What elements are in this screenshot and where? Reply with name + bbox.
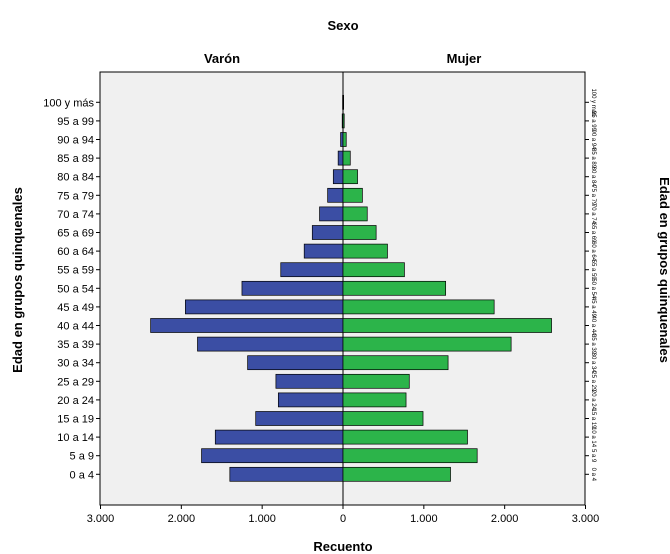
bar-varon [201,448,344,464]
y-tick-label-left: 80 a 84 [57,172,94,184]
bar-varon [241,280,344,296]
bar-mujer [342,299,495,315]
x-tick-label: 2.000 [491,513,519,525]
y-axis-title-right: Edad en grupos quinquenales [657,177,670,363]
y-tick-label-right: 75 a 79 [590,185,596,206]
bar-varon [303,243,344,259]
x-tick-label: 1.000 [248,513,276,525]
bar-varon [280,262,344,278]
bar-varon [275,373,344,389]
y-tick-label-left: 0 a 4 [70,469,94,481]
y-tick-label-right: 100 y más [590,88,596,116]
y-tick-label-right: 15 a 19 [590,408,596,429]
bar-mujer [342,429,468,445]
y-tick-label-left: 90 a 94 [57,135,94,147]
x-tick-label: 1.000 [410,513,438,525]
y-tick-label-right: 90 a 94 [590,129,596,150]
bar-varon [277,392,344,408]
y-tick-label-right: 80 a 84 [590,167,596,188]
y-tick-label-right: 50 a 54 [590,278,596,299]
y-tick-label-left: 45 a 49 [57,302,94,314]
bar-mujer [342,132,347,147]
bar-varon [197,336,344,352]
bar-mujer [342,243,388,259]
series-label-varon: Varón [204,51,240,66]
y-tick-label-right: 25 a 29 [590,371,596,392]
y-tick-label-right: 10 a 14 [590,427,596,448]
y-tick-label-left: 75 a 79 [57,190,94,202]
y-tick-label-left: 25 a 29 [57,376,94,388]
y-tick-label-right: 45 a 49 [590,297,596,318]
bar-mujer [342,392,407,408]
x-axis-title: Recuento [313,539,372,554]
y-tick-label-left: 70 a 74 [57,209,94,221]
bar-varon [247,355,344,371]
bar-varon [311,225,344,240]
y-tick-label-left: 20 a 24 [57,395,94,407]
chart-panel-title: Sexo [327,18,358,33]
bar-mujer [342,280,447,296]
y-tick-label-right: 95 a 99 [590,111,596,132]
x-tick-label: 2.000 [168,513,196,525]
y-tick-label-right: 60 a 64 [590,241,596,262]
bar-varon [337,150,344,166]
bar-mujer [342,448,478,464]
bar-mujer [342,336,512,352]
y-tick-label-right: 70 a 74 [590,204,596,225]
bar-mujer [342,373,410,389]
bar-mujer [342,187,363,203]
y-tick-label-left: 15 a 19 [57,414,94,426]
y-tick-label-left: 65 a 69 [57,228,94,240]
bar-mujer [342,150,351,166]
y-tick-label-left: 5 a 9 [70,451,94,463]
bar-varon [340,132,344,147]
bar-varon [319,206,344,222]
y-tick-label-right: 40 a 44 [590,315,596,336]
bar-mujer [342,169,358,185]
y-tick-label-right: 5 a 9 [590,449,596,463]
bar-mujer [342,206,368,222]
y-tick-label-left: 100 y más [43,97,94,109]
bar-mujer [342,411,424,426]
x-tick-label: 3.000 [87,513,115,525]
y-tick-label-right: 55 a 59 [590,260,596,281]
bar-mujer [342,262,405,278]
bar-mujer [342,225,377,240]
y-tick-label-left: 55 a 59 [57,265,94,277]
y-tick-label-left: 40 a 44 [57,321,94,333]
bar-varon [214,429,344,445]
x-tick-label: 0 [340,513,346,525]
bar-mujer [342,466,451,482]
y-tick-label-left: 60 a 64 [57,246,94,258]
bar-mujer [342,355,449,371]
bar-varon [229,466,344,482]
y-axis-title-left: Edad en grupos quinquenales [10,187,25,373]
x-tick-label: 3.000 [572,513,600,525]
y-tick-label-right: 20 a 24 [590,390,596,411]
bar-varon [255,411,344,426]
bar-mujer [342,94,344,110]
y-tick-label-right: 85 a 89 [590,148,596,169]
y-tick-label-left: 35 a 39 [57,339,94,351]
y-tick-label-left: 85 a 89 [57,153,94,165]
series-label-mujer: Mujer [447,51,482,66]
y-tick-label-right: 65 a 69 [590,222,596,243]
bar-varon [332,169,344,185]
bar-mujer [342,113,345,129]
y-tick-label-left: 10 a 14 [57,432,94,444]
bar-varon [327,187,344,203]
y-tick-label-right: 0 a 4 [590,468,596,482]
y-tick-label-left: 50 a 54 [57,283,94,295]
bar-varon [150,318,344,333]
bar-mujer [342,318,552,333]
y-tick-label-left: 95 a 99 [57,116,94,128]
y-tick-label-left: 30 a 34 [57,358,94,370]
y-tick-label-right: 35 a 39 [590,334,596,355]
bar-varon [185,299,344,315]
y-tick-label-right: 30 a 34 [590,353,596,374]
